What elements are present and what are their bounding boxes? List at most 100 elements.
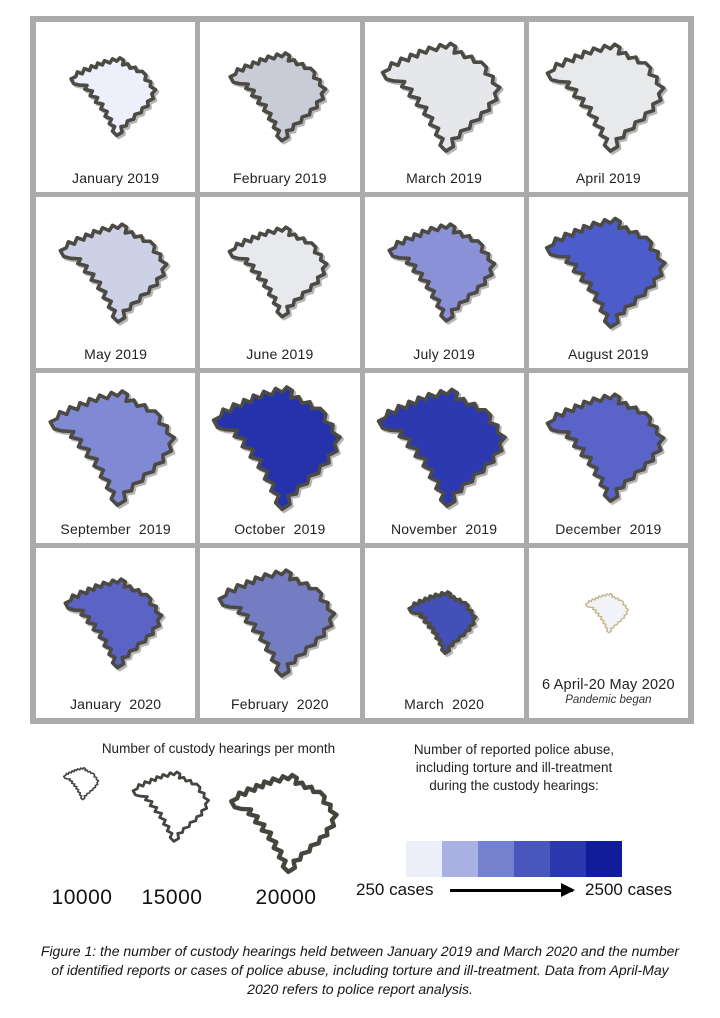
month-cell: December 2019 <box>528 372 688 543</box>
size-legend-item: 20000 <box>210 764 362 910</box>
brazil-map <box>535 32 681 161</box>
color-swatch <box>514 841 550 877</box>
brazil-map-shape <box>60 224 166 322</box>
map-area <box>365 373 524 521</box>
map-area <box>529 22 688 170</box>
brazil-map <box>207 558 352 686</box>
brazil-map <box>581 589 635 636</box>
brazil-map <box>378 213 511 330</box>
brazil-map-shape <box>65 579 161 668</box>
brazil-map <box>365 376 524 517</box>
map-area <box>200 22 359 170</box>
brazil-map-shape <box>133 772 209 841</box>
month-label: March 2020 <box>404 696 485 712</box>
size-legend-map-slot <box>125 764 220 886</box>
brazil-map-shape <box>231 775 336 872</box>
month-label-wrap: August 2019 <box>568 346 649 362</box>
month-cell: May 2019 <box>36 197 196 368</box>
month-label: November 2019 <box>390 520 498 537</box>
month-cell: March 2019 <box>364 22 524 193</box>
map-area <box>36 373 195 521</box>
brazil-map-shape <box>389 224 494 321</box>
color-legend-title-line-2: including torture and ill-treatment <box>415 760 613 775</box>
color-legend-title-line-1: Number of reported police abuse, <box>413 742 615 757</box>
map-area <box>365 197 524 345</box>
month-cell: November 2019 <box>364 372 524 543</box>
map-area <box>365 22 524 170</box>
month-label-wrap: March 2019 <box>406 170 482 186</box>
month-label: February 2019 <box>233 170 327 187</box>
brazil-map <box>55 569 176 676</box>
size-legend-item: 15000 <box>134 764 210 910</box>
month-cell: April 2019 <box>528 22 688 193</box>
month-cell: February 2019 <box>200 22 360 193</box>
brazil-map-shape <box>548 44 664 151</box>
size-legend-label: 15000 <box>141 886 203 909</box>
map-area <box>200 548 359 696</box>
map-area <box>200 197 359 345</box>
month-label-wrap: September 2019 <box>60 521 170 537</box>
brazil-map <box>402 585 486 659</box>
brazil-map <box>125 764 220 848</box>
brazil-map <box>535 382 681 511</box>
brazil-map-shape <box>230 53 325 141</box>
month-label-wrap: December 2019 <box>555 521 661 537</box>
month-label: March 2019 <box>406 170 483 187</box>
month-label: February 2020 <box>231 696 329 712</box>
color-swatch <box>586 841 622 877</box>
color-scale-bar <box>406 841 622 877</box>
brazil-map-shape <box>547 218 665 327</box>
brazil-map-shape <box>378 390 505 507</box>
pandemic-sublabel: Pandemic began <box>565 694 652 706</box>
map-area <box>365 548 524 696</box>
brazil-map-shape <box>51 391 175 505</box>
map-area <box>200 373 359 521</box>
brazil-map <box>370 31 518 161</box>
month-label: July 2019 <box>413 345 475 362</box>
brazil-map <box>200 373 359 520</box>
scale-min-label: 250 cases <box>356 880 434 899</box>
map-area <box>529 197 688 345</box>
map-area <box>529 373 688 521</box>
size-legend-map-slot <box>220 764 353 886</box>
month-cell: August 2019 <box>528 197 688 368</box>
size-legend-title: Number of custody hearings per month <box>101 741 336 756</box>
brazil-map-shape <box>586 593 629 632</box>
month-label: January 2020 <box>69 696 162 712</box>
month-label: June 2019 <box>246 345 314 362</box>
brazil-map <box>62 49 168 143</box>
month-label-wrap: March 2020 <box>404 696 484 712</box>
map-area <box>36 22 195 170</box>
size-legend: Number of custody hearings per month 100… <box>30 741 362 910</box>
month-label: August 2019 <box>567 345 649 362</box>
month-label: September 2019 <box>60 520 171 537</box>
brazil-map <box>220 43 340 149</box>
brazil-map-shape <box>383 44 500 152</box>
color-swatch <box>406 841 442 877</box>
color-swatch <box>550 841 586 877</box>
scale-max-label: 2500 cases <box>585 880 672 899</box>
month-label-wrap: February 2020 <box>231 696 329 712</box>
month-cell: 6 April-20 May 2020 Pandemic began <box>528 547 688 718</box>
month-label-wrap: 6 April-20 May 2020 Pandemic began <box>542 677 675 706</box>
brazil-map-shape <box>409 592 476 653</box>
month-label-wrap: July 2019 <box>413 346 475 362</box>
size-legend-map-slot <box>60 764 104 886</box>
month-label-wrap: June 2019 <box>246 346 313 362</box>
month-cell: October 2019 <box>200 372 360 543</box>
month-label: October 2019 <box>234 520 326 537</box>
month-label-wrap: April 2019 <box>576 170 641 186</box>
month-cell: March 2020 <box>364 547 524 718</box>
size-legend-label: 10000 <box>51 886 113 909</box>
brazil-map-shape <box>72 58 157 136</box>
month-cell: January 2020 <box>36 547 196 718</box>
figure-caption: Figure 1: the number of custody hearings… <box>40 943 680 997</box>
map-area <box>36 548 195 696</box>
month-label: May 2019 <box>84 345 148 362</box>
month-cell: September 2019 <box>36 372 196 543</box>
brazil-map-shape <box>548 395 664 502</box>
brazil-map <box>37 378 193 516</box>
brazil-map <box>220 764 353 881</box>
brazil-map-shape <box>229 228 326 317</box>
